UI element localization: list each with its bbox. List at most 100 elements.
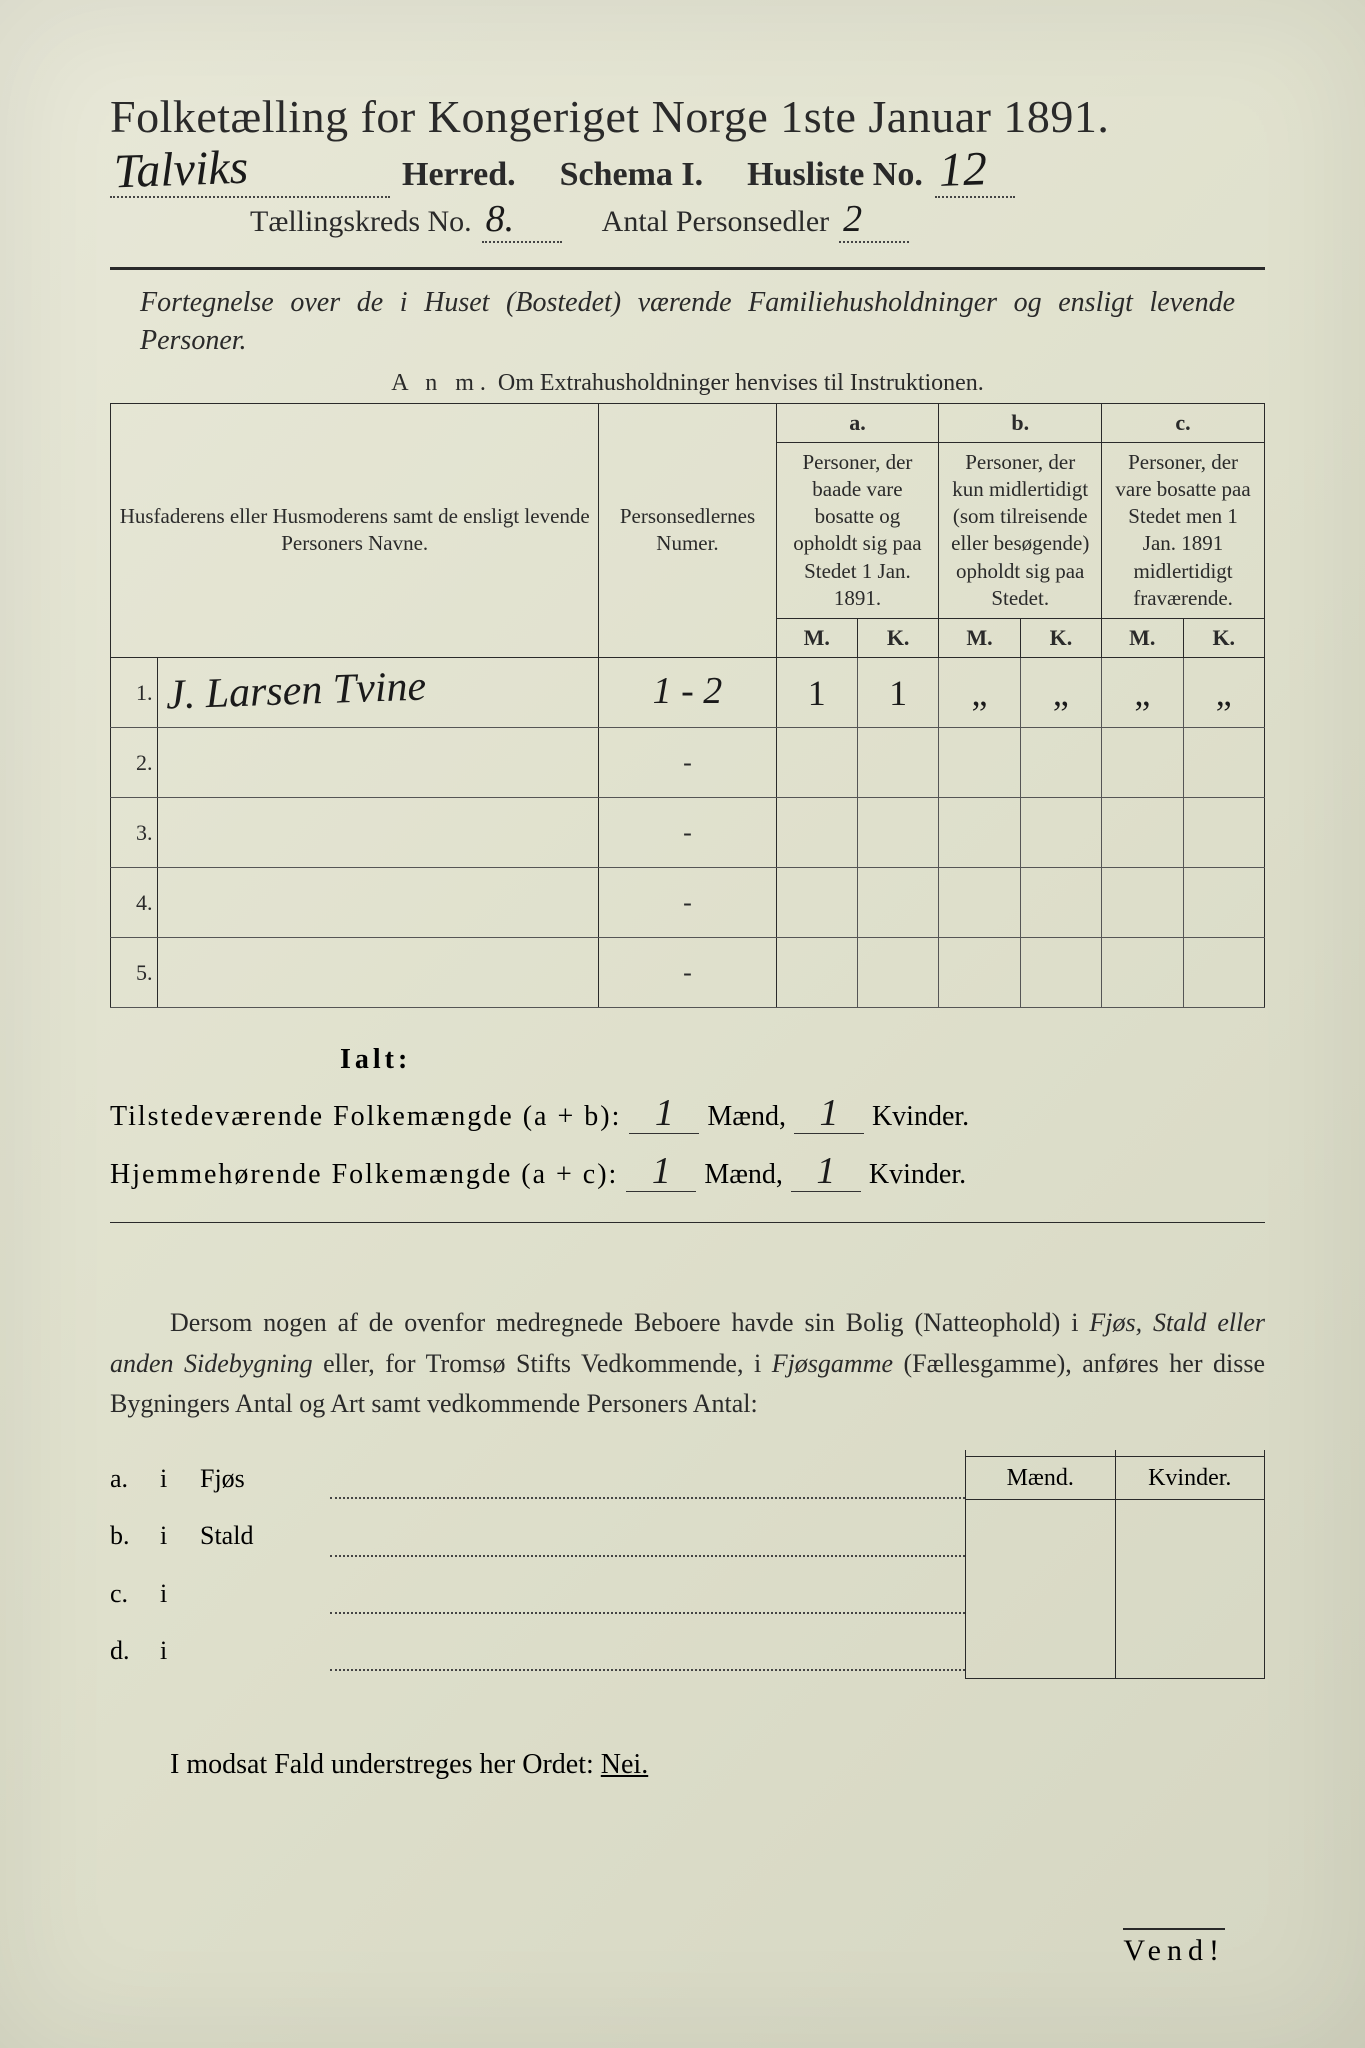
sum1-klabel: Kvinder. xyxy=(872,1101,969,1133)
row-c-m: „ xyxy=(1102,658,1183,728)
sum1-m: 1 xyxy=(655,1098,674,1128)
row-b-k xyxy=(1020,798,1101,868)
row-c-m xyxy=(1102,728,1183,798)
row-b-k xyxy=(1020,728,1101,798)
table-row: 3. - xyxy=(111,798,1265,868)
row-a-m xyxy=(776,728,857,798)
side-col-k: Kvinder. xyxy=(1116,1450,1265,1678)
row-c-k xyxy=(1183,938,1265,1008)
col-a-label: a. xyxy=(776,403,939,442)
ialt-label: Ialt: xyxy=(110,1044,1265,1076)
nei-word: Nei. xyxy=(601,1749,648,1780)
row-num: 3. xyxy=(111,798,158,868)
row-name xyxy=(157,798,599,868)
table-row: 1.J. Larsen Tvine1 - 211„„„„ xyxy=(111,658,1265,728)
row-num: 4. xyxy=(111,868,158,938)
row-a-k xyxy=(857,938,938,1008)
row-name xyxy=(157,938,599,1008)
side-col-m: Mænd. xyxy=(966,1450,1116,1678)
row-b-m xyxy=(939,798,1020,868)
row-c-m xyxy=(1102,938,1183,1008)
row-name xyxy=(157,868,599,938)
row-a-m: 1 xyxy=(776,658,857,728)
herred-handwritten: Talviks xyxy=(113,149,249,192)
anm-text: Om Extrahusholdninger henvises til Instr… xyxy=(498,370,984,396)
col-c-label: c. xyxy=(1102,403,1265,442)
col-b-label: b. xyxy=(939,403,1102,442)
anm-line: A n m. Om Extrahusholdninger henvises ti… xyxy=(110,370,1265,397)
side-left: a.iFjøsb.iStaldc.id.i xyxy=(110,1450,965,1679)
row-b-k xyxy=(1020,938,1101,1008)
sum-line-2: Hjemmehørende Folkemængde (a + c): 1 Mæn… xyxy=(110,1156,1265,1192)
row-a-k xyxy=(857,728,938,798)
row-personnum: 1 - 2 xyxy=(599,658,776,728)
row-num: 5. xyxy=(111,938,158,1008)
side-right: Mænd. Kvinder. xyxy=(965,1450,1265,1679)
vend: Vend! xyxy=(1123,1928,1225,1968)
row-c-k xyxy=(1183,798,1265,868)
row-personnum: - xyxy=(599,868,776,938)
husliste-label: Husliste No. xyxy=(747,156,923,194)
row-personnum: - xyxy=(599,798,776,868)
schema-label: Schema I. xyxy=(560,156,704,194)
sum2-k: 1 xyxy=(816,1156,835,1186)
row-a-k xyxy=(857,868,938,938)
col-a-text: Personer, der baade vare bosatte og opho… xyxy=(776,442,939,619)
row-a-k xyxy=(857,798,938,868)
sum1-label: Tilstedeværende Folkemængde (a + b): xyxy=(110,1101,621,1133)
row-c-m xyxy=(1102,798,1183,868)
col-c-text: Personer, der vare bosatte paa Stedet me… xyxy=(1102,442,1265,619)
col-b-k: K. xyxy=(1020,619,1101,658)
col-a-m: M. xyxy=(776,619,857,658)
tk-line: Tællingskreds No. 8. Antal Personsedler … xyxy=(110,204,1265,243)
row-b-m xyxy=(939,938,1020,1008)
col-b-text: Personer, der kun midlertidigt (som tilr… xyxy=(939,442,1102,619)
table-row: 2. - xyxy=(111,728,1265,798)
row-b-m: „ xyxy=(939,658,1020,728)
row-personnum: - xyxy=(599,938,776,1008)
main-table: Husfaderens eller Husmoderens samt de en… xyxy=(110,403,1265,1009)
row-b-k xyxy=(1020,868,1101,938)
col-c-k: K. xyxy=(1183,619,1265,658)
sum1-k: 1 xyxy=(819,1098,838,1128)
rule2 xyxy=(110,1222,1265,1223)
tk-label: Tællingskreds No. xyxy=(250,205,472,239)
sum-line-1: Tilstedeværende Folkemængde (a + b): 1 M… xyxy=(110,1098,1265,1134)
side-table: a.iFjøsb.iStaldc.id.i Mænd. Kvinder. xyxy=(110,1450,1265,1679)
row-c-k xyxy=(1183,728,1265,798)
row-a-m xyxy=(776,938,857,1008)
census-form-page: Folketælling for Kongeriget Norge 1ste J… xyxy=(0,0,1365,2048)
row-a-m xyxy=(776,798,857,868)
paragraph: Dersom nogen af de ovenfor medregnede Be… xyxy=(110,1303,1265,1424)
col-b-m: M. xyxy=(939,619,1020,658)
table-row: 4. - xyxy=(111,868,1265,938)
rule xyxy=(110,267,1265,270)
sum1-mlabel: Mænd, xyxy=(707,1101,786,1133)
row-a-m xyxy=(776,868,857,938)
herred-label: Herred. xyxy=(402,156,516,194)
row-b-m xyxy=(939,868,1020,938)
sum2-klabel: Kvinder. xyxy=(869,1159,966,1191)
side-row: d.i xyxy=(110,1622,965,1679)
nei-line: I modsat Fald understreges her Ordet: Ne… xyxy=(110,1749,1265,1781)
row-a-k: 1 xyxy=(857,658,938,728)
row-b-m xyxy=(939,728,1020,798)
row-c-k: „ xyxy=(1183,658,1265,728)
sum2-m: 1 xyxy=(652,1156,671,1186)
row-personnum: - xyxy=(599,728,776,798)
subtitle: Fortegnelse over de i Huset (Bostedet) v… xyxy=(110,284,1265,360)
row-name: J. Larsen Tvine xyxy=(157,658,599,728)
table-row: 5. - xyxy=(111,938,1265,1008)
row-c-m xyxy=(1102,868,1183,938)
col-c-m: M. xyxy=(1102,619,1183,658)
anm-prefix: A n m. xyxy=(391,370,492,396)
herred-line: Talviks Herred. Schema I. Husliste No. 1… xyxy=(110,151,1265,198)
row-num: 2. xyxy=(111,728,158,798)
col-a-k: K. xyxy=(857,619,938,658)
col-num-hdr: Personsedlernes Numer. xyxy=(599,403,776,658)
tk-no: 8. xyxy=(486,204,515,234)
row-name xyxy=(157,728,599,798)
husliste-no: 12 xyxy=(938,150,987,190)
row-b-k: „ xyxy=(1020,658,1101,728)
antal-value: 2 xyxy=(843,204,862,234)
